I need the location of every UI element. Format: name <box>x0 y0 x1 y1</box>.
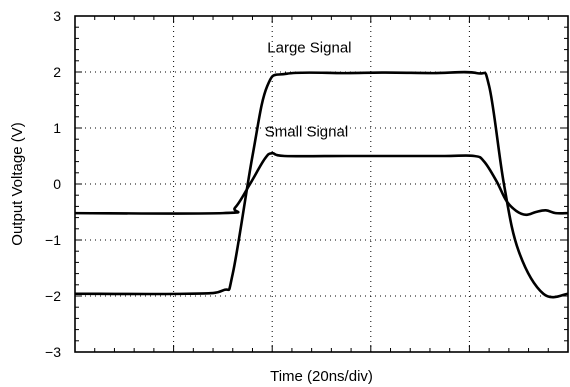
y-tick-label: 2 <box>53 64 61 80</box>
y-axis-label: Output Voltage (V) <box>9 122 26 245</box>
y-tick-label: 1 <box>53 120 61 136</box>
large-signal-label: Large Signal <box>267 39 351 56</box>
series-labels: Large Signal Small Signal <box>265 39 352 140</box>
minor-ticks <box>75 16 568 352</box>
y-tick-label: −1 <box>45 232 61 248</box>
series-lines <box>74 70 569 299</box>
plot-frame <box>74 15 569 353</box>
large-signal-line <box>74 70 569 299</box>
y-tick-label: 0 <box>53 176 61 192</box>
small-signal-label: Small Signal <box>265 123 348 140</box>
grid <box>75 16 568 352</box>
y-tick-label: 3 <box>53 8 61 24</box>
y-tick-labels: 3 2 1 0 −1 −2 −3 <box>45 8 61 360</box>
small-signal-line <box>74 151 569 217</box>
y-tick-label: −3 <box>45 344 61 360</box>
y-tick-label: −2 <box>45 288 61 304</box>
x-axis-label: Time (20ns/div) <box>270 368 373 385</box>
